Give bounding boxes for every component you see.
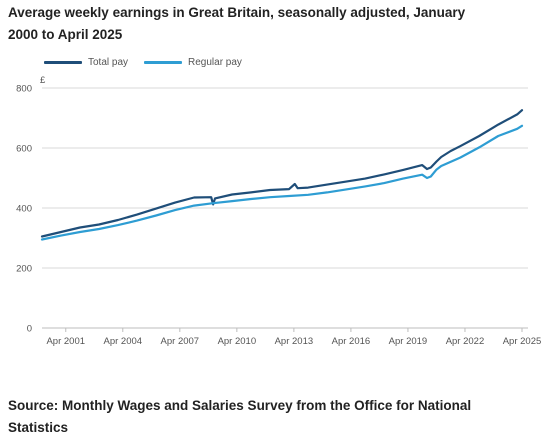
- series-lines: [40, 109, 524, 241]
- axes: 0 200 400 600 800 Apr 2001 Apr 2004 Apr 2007 Apr…: [16, 84, 541, 348]
- y-tick-label: 800: [16, 84, 32, 95]
- gridlines: [42, 87, 528, 269]
- y-tick-label: 400: [16, 204, 32, 215]
- chart-title: Average weekly earnings in Great Britain…: [8, 5, 466, 42]
- x-tick-label: Apr 2013: [275, 336, 314, 347]
- x-tick-label: Apr 2022: [446, 336, 485, 347]
- y-tick-label: 0: [27, 324, 32, 335]
- legend-label-regular-pay: Regular pay: [188, 57, 242, 68]
- legend-item-regular-pay: Regular pay: [144, 57, 242, 68]
- y-tick-label: 600: [16, 144, 32, 155]
- source-note: Source: Monthly Wages and Salaries Surve…: [8, 398, 472, 435]
- x-tick-label: Apr 2025: [503, 336, 542, 347]
- legend-swatch-total-pay: [44, 61, 82, 64]
- x-tick-label: Apr 2004: [104, 336, 143, 347]
- series-line-regular-pay: [40, 124, 524, 241]
- x-tick-label: Apr 2010: [218, 336, 257, 347]
- legend-item-total-pay: Total pay: [44, 57, 128, 68]
- y-axis-unit-label: £: [40, 75, 46, 86]
- legend-label-total-pay: Total pay: [88, 57, 129, 68]
- x-tick-label: Apr 2019: [389, 336, 428, 347]
- x-tick-label: Apr 2016: [332, 336, 371, 347]
- line-chart: 0 200 400 600 800 Apr 2001 Apr 2004 Apr 2007 Apr…: [16, 75, 541, 348]
- y-tick-label: 200: [16, 264, 32, 275]
- x-tick-label: Apr 2007: [161, 336, 200, 347]
- legend-swatch-regular-pay: [144, 61, 182, 64]
- x-tick-label: Apr 2001: [46, 336, 85, 347]
- series-line-total-pay: [40, 109, 524, 238]
